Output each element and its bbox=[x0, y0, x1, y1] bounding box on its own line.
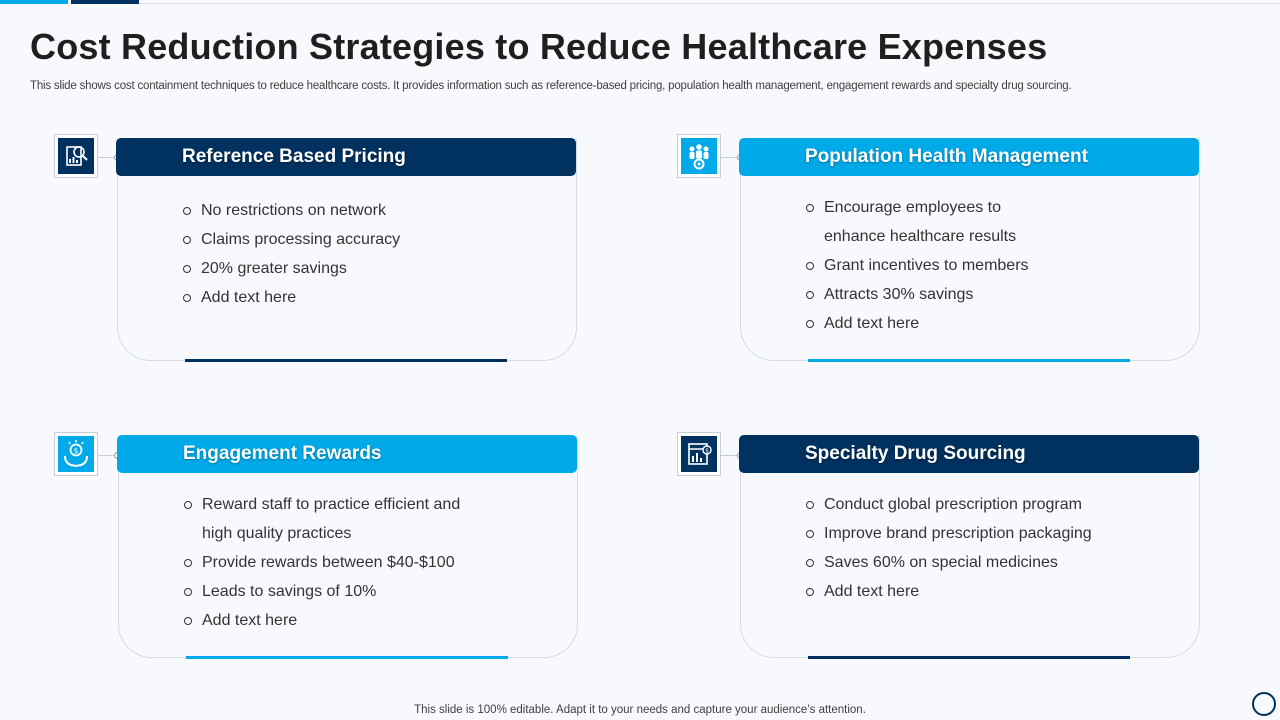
card-body bbox=[117, 139, 577, 361]
card-4-connector bbox=[721, 452, 744, 459]
bullet-icon bbox=[184, 617, 192, 625]
store-dollar-icon: $ bbox=[681, 436, 717, 472]
card-2-icon-box bbox=[677, 134, 721, 178]
slide-footer: This slide is 100% editable. Adapt it to… bbox=[414, 704, 866, 716]
top-accent-strip bbox=[0, 0, 1280, 5]
accent-segment-sky bbox=[0, 0, 68, 4]
card-population-health-management: Population Health Management Encourage e… bbox=[739, 138, 1202, 363]
card-1-connector bbox=[98, 154, 121, 161]
card-3-icon-box: $ bbox=[54, 432, 98, 476]
list-item: Encourage employees to enhance healthcar… bbox=[806, 193, 1066, 251]
card-bullet-list: No restrictions on network Claims proces… bbox=[183, 196, 513, 312]
card-bullet-list: Conduct global prescription program Impr… bbox=[806, 490, 1136, 606]
list-item: Leads to savings of 10% bbox=[184, 577, 474, 606]
accent-line bbox=[139, 3, 1280, 4]
card-bullet-list: Reward staff to practice efficient and h… bbox=[184, 490, 474, 635]
card-bottom-bar bbox=[186, 656, 508, 659]
list-item: Add text here bbox=[806, 577, 1136, 606]
list-item: Improve brand prescription packaging bbox=[806, 519, 1136, 548]
card-bottom-bar bbox=[808, 656, 1130, 659]
card-bullet-list: Encourage employees to enhance healthcar… bbox=[806, 193, 1066, 338]
bullet-icon bbox=[184, 501, 192, 509]
bullet-icon bbox=[183, 294, 191, 302]
slide-title: Cost Reduction Strategies to Reduce Heal… bbox=[30, 26, 1048, 67]
bullet-icon bbox=[806, 530, 814, 538]
bullet-icon bbox=[806, 501, 814, 509]
card-header: Engagement Rewards bbox=[117, 435, 577, 473]
card-header: Reference Based Pricing bbox=[116, 138, 576, 176]
card-specialty-drug-sourcing: Specialty Drug Sourcing Conduct global p… bbox=[739, 435, 1202, 660]
bullet-icon bbox=[806, 559, 814, 567]
list-item: Claims processing accuracy bbox=[183, 225, 513, 254]
bullet-icon bbox=[183, 207, 191, 215]
list-item: Grant incentives to members bbox=[806, 251, 1066, 280]
svg-text:$: $ bbox=[705, 448, 709, 455]
corner-circle-icon bbox=[1252, 692, 1276, 716]
bullet-icon bbox=[806, 588, 814, 596]
card-3-connector bbox=[98, 452, 121, 459]
accent-segment-navy bbox=[71, 0, 139, 4]
people-gear-icon bbox=[681, 138, 717, 174]
list-item: Conduct global prescription program bbox=[806, 490, 1136, 519]
card-4-icon-box: $ bbox=[677, 432, 721, 476]
bullet-icon bbox=[806, 204, 814, 212]
list-item: Provide rewards between $40-$100 bbox=[184, 548, 474, 577]
list-item: 20% greater savings bbox=[183, 254, 513, 283]
card-header: Population Health Management bbox=[739, 138, 1199, 176]
bullet-icon bbox=[183, 236, 191, 244]
bullet-icon bbox=[184, 588, 192, 596]
card-engagement-rewards: Engagement Rewards Reward staff to pract… bbox=[117, 435, 580, 660]
list-item: No restrictions on network bbox=[183, 196, 513, 225]
pricing-chart-icon bbox=[58, 138, 94, 174]
list-item: Reward staff to practice efficient and h… bbox=[184, 490, 474, 548]
card-body bbox=[740, 436, 1200, 658]
bullet-icon bbox=[806, 320, 814, 328]
list-item: Add text here bbox=[806, 309, 1066, 338]
bullet-icon bbox=[184, 559, 192, 567]
list-item: Attracts 30% savings bbox=[806, 280, 1066, 309]
list-item: Saves 60% on special medicines bbox=[806, 548, 1136, 577]
card-body bbox=[740, 139, 1200, 361]
card-1-icon-box bbox=[54, 134, 98, 178]
bullet-icon bbox=[183, 265, 191, 273]
card-2-connector bbox=[721, 154, 744, 161]
bullet-icon bbox=[806, 262, 814, 270]
slide-subtitle: This slide shows cost containment techni… bbox=[30, 80, 1072, 92]
bullet-icon bbox=[806, 291, 814, 299]
svg-text:$: $ bbox=[73, 447, 78, 456]
card-bottom-bar bbox=[185, 359, 507, 362]
list-item: Add text here bbox=[183, 283, 513, 312]
hand-money-icon: $ bbox=[58, 436, 94, 472]
card-bottom-bar bbox=[808, 359, 1130, 362]
card-header: Specialty Drug Sourcing bbox=[739, 435, 1199, 473]
list-item: Add text here bbox=[184, 606, 474, 635]
card-reference-based-pricing: Reference Based Pricing No restrictions … bbox=[116, 138, 579, 363]
